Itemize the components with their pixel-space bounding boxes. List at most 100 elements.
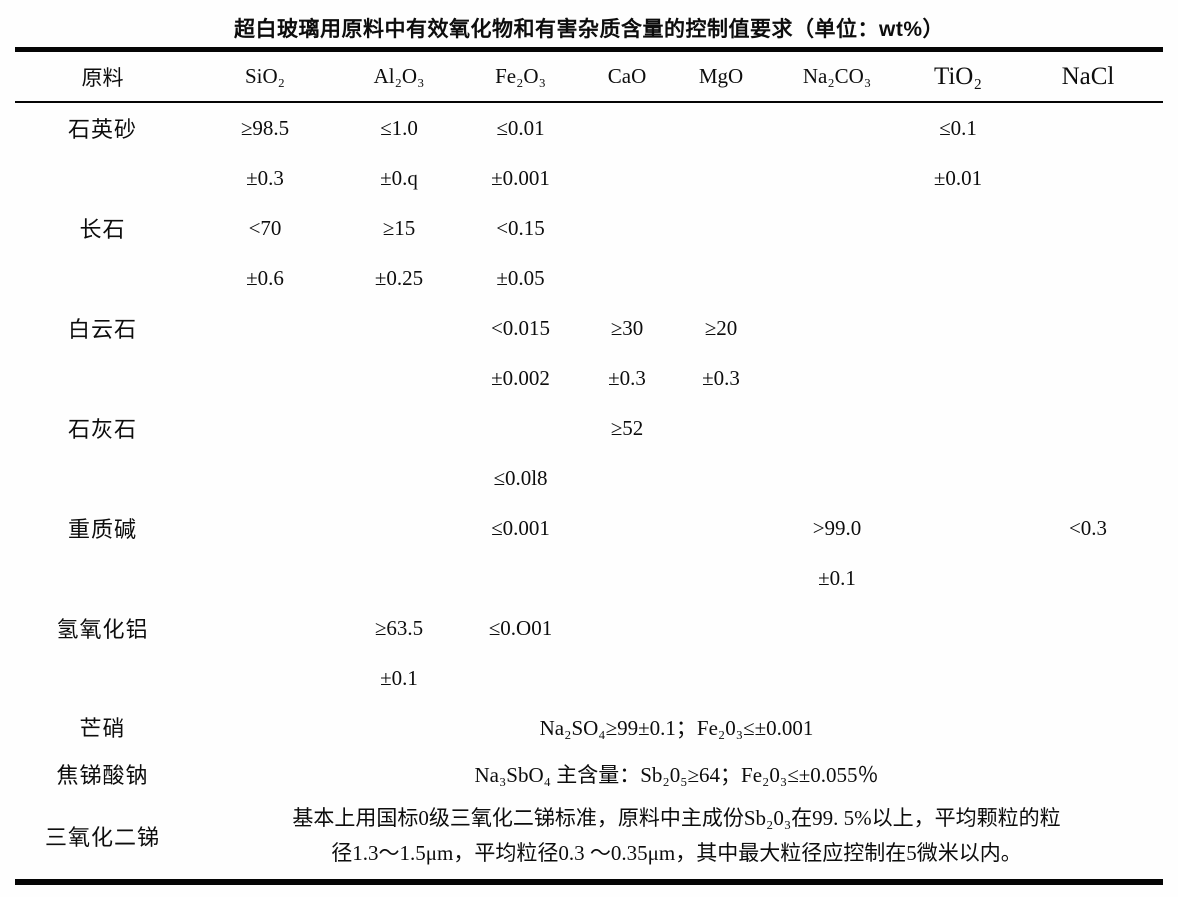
table-cell	[671, 453, 771, 503]
table-row-quartz-sand: 石英砂 ≥98.5 ≤1.0 ≤0.01 ≤0.1	[15, 102, 1163, 153]
table-cell	[583, 203, 671, 253]
table-cell: >99.0	[812, 515, 862, 540]
table-row-limestone-tolerance: ≤0.0l8	[15, 453, 1163, 503]
table-cell	[1013, 102, 1163, 153]
col-header-raw-material: 原料	[81, 65, 124, 90]
table-cell	[903, 203, 1013, 253]
table-cell	[340, 353, 458, 403]
table-cell	[458, 403, 583, 453]
table-cell: ≥15	[382, 215, 416, 240]
table-row-sodium-pyroantimonate: 焦锑酸钠 Na₃SbO₄ 主含量：Sb₂0₅≥64；Fe₂0₃≤±0.055％	[15, 751, 1163, 797]
table-cell	[771, 603, 903, 653]
header-row: 原料 SiO₂ Al₂O₃ Fe₂O₃ CaO MgO Na₂CO₃ TiO₂ …	[15, 50, 1163, 102]
table-cell: <70	[248, 215, 282, 240]
table-cell	[671, 603, 771, 653]
table-cell	[771, 203, 903, 253]
table-cell	[340, 553, 458, 603]
row-label: 三氧化二锑	[44, 825, 160, 850]
table-cell: <0.15	[496, 215, 545, 240]
col-header-sio2: SiO₂	[244, 64, 285, 88]
row-label	[15, 253, 190, 303]
table-cell: ±0.001	[491, 165, 550, 190]
table-row-aluminium-hydroxide-tolerance: ±0.1	[15, 653, 1163, 703]
table-row-aluminium-hydroxide: 氢氧化铝 ≥63.5 ≤0.O01	[15, 603, 1163, 653]
table-cell: ≤1.0	[380, 115, 418, 140]
table-cell: ±0.3	[702, 365, 740, 390]
table-cell: ±0.3	[608, 365, 646, 390]
table-cell	[1013, 603, 1163, 653]
table-cell	[583, 453, 671, 503]
table-cell: ±0.6	[246, 265, 284, 290]
table-cell: ±0.q	[380, 165, 418, 190]
col-header-tio2: TiO₂	[933, 62, 983, 90]
table-row-feldspar-tolerance: ±0.6 ±0.25 ±0.05	[15, 253, 1163, 303]
row-label	[15, 453, 190, 503]
table-cell	[583, 603, 671, 653]
table-cell	[903, 403, 1013, 453]
table-row-antimony-trioxide: 三氧化二锑 基本上用国标0级三氧化二锑标准，原料中主成份Sb₂0₃在99. 5%…	[15, 797, 1163, 882]
table-cell	[458, 653, 583, 703]
row-label	[15, 153, 190, 203]
table-cell	[671, 553, 771, 603]
table-cell: ≤0.01	[496, 115, 545, 140]
table-cell	[190, 553, 340, 603]
table-cell	[771, 453, 903, 503]
table-cell	[190, 303, 340, 353]
table-cell	[583, 553, 671, 603]
table-cell	[1013, 553, 1163, 603]
table-cell: ≥52	[610, 415, 644, 440]
table-cell	[1013, 253, 1163, 303]
col-header-mgo: MgO	[698, 64, 744, 88]
table-cell	[190, 453, 340, 503]
table-cell	[903, 253, 1013, 303]
row-label: 氢氧化铝	[56, 617, 149, 642]
table-cell	[671, 253, 771, 303]
table-cell	[903, 503, 1013, 553]
table-cell	[340, 503, 458, 553]
table-cell	[771, 102, 903, 153]
table-cell	[671, 653, 771, 703]
row-label: 石英砂	[67, 117, 137, 142]
table-cell	[671, 503, 771, 553]
table-cell: ±0.1	[380, 665, 418, 690]
table-row-limestone: 石灰石 ≥52	[15, 403, 1163, 453]
table-row-dolomite: 白云石 <0.015 ≥30 ≥20	[15, 303, 1163, 353]
col-header-al2o3: Al₂O₃	[373, 64, 425, 88]
table-row-soda-ash: 重质碱 ≤0.001 >99.0 <0.3	[15, 503, 1163, 553]
row-label: 芒硝	[79, 716, 126, 741]
table-cell: ±0.002	[491, 365, 550, 390]
table-cell: ±0.3	[246, 165, 284, 190]
table-cell: ±0.25	[374, 265, 424, 290]
table-title: 超白玻璃用原料中有效氧化物和有害杂质含量的控制值要求（单位：wt%）	[234, 18, 944, 41]
table-cell	[583, 102, 671, 153]
table-cell	[771, 653, 903, 703]
table-cell	[771, 153, 903, 203]
table-cell	[1013, 453, 1163, 503]
table-cell	[671, 403, 771, 453]
table-cell	[190, 503, 340, 553]
table-row-soda-ash-tolerance: ±0.1	[15, 553, 1163, 603]
table-cell: ≤0.1	[939, 115, 977, 140]
table-cell: ≥98.5	[240, 115, 290, 140]
table-cell: ±0.05	[496, 265, 545, 290]
table-cell	[903, 553, 1013, 603]
table-cell	[1013, 203, 1163, 253]
table-cell: ±0.01	[933, 165, 983, 190]
table-cell	[771, 303, 903, 353]
table-cell	[1013, 303, 1163, 353]
table-body: 石英砂 ≥98.5 ≤1.0 ≤0.01 ≤0.1 ±0.3 ±0.q ±0.0…	[15, 102, 1163, 882]
row-label: 长石	[79, 217, 126, 242]
table-cell	[771, 253, 903, 303]
row-label	[15, 553, 190, 603]
table-cell	[1013, 653, 1163, 703]
table-cell	[903, 453, 1013, 503]
col-header-nacl: NaCl	[1061, 62, 1115, 90]
table-container: 原料 SiO₂ Al₂O₃ Fe₂O₃ CaO MgO Na₂CO₃ TiO₂ …	[15, 47, 1163, 885]
table-cell: ≥20	[704, 315, 738, 340]
table-cell	[583, 153, 671, 203]
spanning-note-cell: 基本上用国标0级三氧化二锑标准，原料中主成份Sb₂0₃在99. 5%以上，平均颗…	[292, 806, 1061, 865]
table-cell	[340, 403, 458, 453]
table-cell	[1013, 403, 1163, 453]
table-cell	[583, 253, 671, 303]
